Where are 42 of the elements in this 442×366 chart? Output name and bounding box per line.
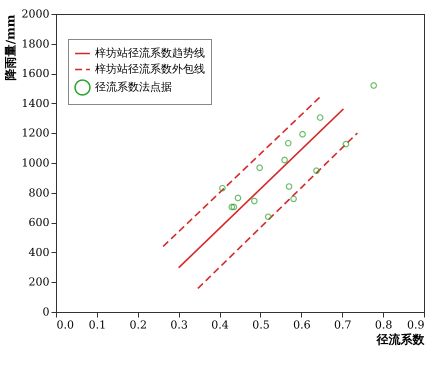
point — [230, 204, 238, 210]
y-tick-label: 1200 — [22, 126, 50, 140]
x-tick-label: 0.3 — [170, 318, 188, 332]
legend-label: 梓坊站径流系数趋势线 — [95, 46, 205, 60]
point — [264, 213, 272, 220]
x-tick-label: 0.0 — [56, 318, 74, 332]
y-tick-label: 600 — [28, 216, 50, 230]
point — [250, 198, 258, 204]
point — [234, 194, 242, 202]
y-axis-title: 降雨量/mm — [4, 14, 18, 80]
x-tick-label: 0.8 — [374, 318, 392, 332]
y-tick-label: 1400 — [22, 96, 50, 110]
y-tick-label: 2000 — [22, 8, 50, 20]
point — [370, 82, 378, 89]
x-tick-label: 0.2 — [130, 318, 148, 332]
legend-label: 径流系数法点据 — [95, 80, 172, 94]
point — [284, 140, 292, 147]
x-tick-label: 0.6 — [293, 318, 311, 332]
x-axis-title: 径流系数 — [376, 332, 426, 346]
point — [316, 114, 324, 121]
point — [286, 183, 292, 190]
point — [342, 140, 350, 148]
x-tick-label: 0.7 — [334, 318, 352, 332]
x-tick-label: 0.1 — [88, 318, 106, 332]
point — [256, 164, 263, 172]
x-tick-label: 0.4 — [211, 318, 229, 332]
y-tick-label: 1000 — [22, 156, 50, 170]
point — [290, 196, 297, 202]
point — [228, 204, 236, 210]
point — [313, 167, 320, 174]
y-tick-label: 1800 — [22, 37, 50, 50]
legend-label: 梓坊站径流系数外包线 — [95, 62, 205, 76]
y-tick-label: 1600 — [22, 67, 50, 80]
point — [219, 184, 226, 192]
y-tick-label: 0 — [42, 306, 50, 318]
y-tick-label: 400 — [28, 246, 50, 259]
point — [281, 156, 288, 164]
point — [299, 130, 306, 138]
y-tick-label: 200 — [28, 276, 50, 289]
y-tick-label: 800 — [28, 186, 50, 200]
x-tick-label: 0.9 — [407, 318, 424, 332]
x-tick-label: 0.5 — [252, 318, 270, 332]
